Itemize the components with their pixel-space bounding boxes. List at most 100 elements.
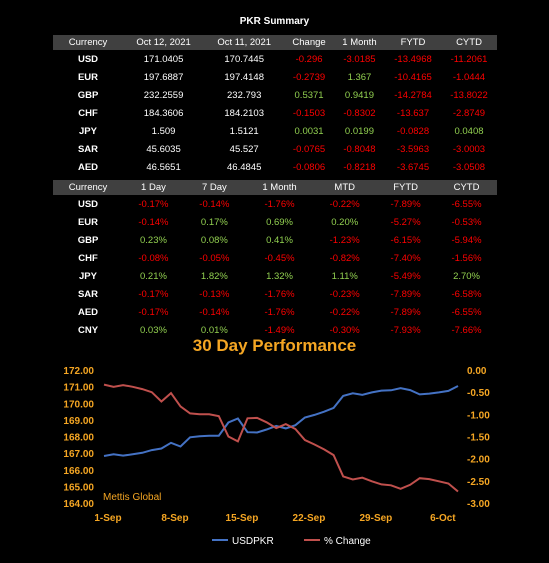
value-cell: -1.76% <box>264 288 295 300</box>
column-header: Currency <box>53 35 123 50</box>
value-cell: -3.5963 <box>396 143 430 155</box>
value-cell: -3.0003 <box>452 143 486 155</box>
value-cell: -0.14% <box>199 198 230 210</box>
table-header-row: Currency Oct 12, 2021 Oct 11, 2021 Change 1 … <box>53 35 497 50</box>
table-row: CHF 184.3606 184.2103 -0.1503 -0.8302 -13.637… <box>53 104 497 122</box>
value-cell: 2.70% <box>453 270 480 282</box>
value-cell: -1.23% <box>329 234 360 246</box>
value-cell: -0.14% <box>199 306 230 318</box>
currency-cell: AED <box>77 306 99 318</box>
value-cell: -0.08% <box>138 252 169 264</box>
table-row: GBP 232.2559 232.793 0.5371 0.9419 -14.2784 -1… <box>53 86 497 104</box>
table-row: USD 171.0405 170.7445 -0.296 -3.0185 -13.4968… <box>53 50 497 68</box>
value-cell: -0.17% <box>138 306 169 318</box>
value-cell: -1.0444 <box>452 71 486 83</box>
column-header: 1 Month <box>244 180 315 195</box>
value-cell: -13.637 <box>396 107 430 119</box>
column-header: Oct 11, 2021 <box>204 35 285 50</box>
column-header: CYTD <box>436 180 497 195</box>
table-row: SAR 45.6035 45.527 -0.0765 -0.8048 -3.5963 -3.… <box>53 140 497 158</box>
value-cell: -0.0828 <box>396 125 430 137</box>
currency-cell: SAR <box>77 143 99 155</box>
value-cell: 45.6035 <box>146 143 181 155</box>
value-cell: -0.45% <box>264 252 295 264</box>
value-cell: 0.20% <box>331 216 359 228</box>
value-cell: -3.0185 <box>343 53 376 65</box>
y-right-tick-label: -2.50 <box>467 477 490 488</box>
value-cell: -6.58% <box>451 288 482 300</box>
value-cell: -0.17% <box>138 288 169 300</box>
currency-cell: EUR <box>77 216 99 228</box>
value-cell: -0.8302 <box>343 107 376 119</box>
legend-label: USDPKR <box>232 536 274 547</box>
x-tick-label: 8-Sep <box>161 513 188 524</box>
value-cell: 184.2103 <box>224 107 264 119</box>
y-right-tick-label: -2.00 <box>467 455 490 466</box>
value-cell: 46.5651 <box>146 161 181 173</box>
value-cell: -0.17% <box>138 198 169 210</box>
value-cell: -7.66% <box>451 324 482 336</box>
value-cell: 197.6887 <box>143 71 184 83</box>
value-cell: -7.40% <box>390 252 421 264</box>
value-cell: 232.2559 <box>143 89 184 101</box>
column-header: Currency <box>53 180 123 195</box>
value-cell: 0.0408 <box>454 125 484 137</box>
column-header: 1 Day <box>123 180 184 195</box>
y-right-tick-label: 0.00 <box>467 366 487 377</box>
pct-change-line <box>103 383 459 493</box>
value-cell: 1.82% <box>200 270 228 282</box>
value-cell: -0.82% <box>329 252 360 264</box>
value-cell: 1.5121 <box>229 125 259 137</box>
value-cell: 184.3606 <box>143 107 184 119</box>
table-row: GBP 0.23% 0.08% 0.41% -1.23% -6.15% -5.94% <box>53 231 497 249</box>
currency-cell: USD <box>77 198 99 210</box>
y-left-tick-label: 169.00 <box>63 416 94 427</box>
value-cell: 1.11% <box>331 270 358 282</box>
value-cell: -13.4968 <box>394 53 432 65</box>
column-header: FYTD <box>375 180 437 195</box>
value-cell: -0.22% <box>329 306 360 318</box>
value-cell: 171.0405 <box>143 53 184 65</box>
value-cell: 232.793 <box>227 89 262 101</box>
table-row: JPY 1.509 1.5121 0.0031 0.0199 -0.0828 0.0408 <box>53 122 497 140</box>
legend-label: % Change <box>324 536 371 547</box>
value-cell: 0.0199 <box>344 125 374 137</box>
column-header: CYTD <box>441 35 497 50</box>
value-cell: -13.8022 <box>450 89 488 101</box>
column-header: FYTD <box>385 35 441 50</box>
value-cell: -2.8749 <box>452 107 486 119</box>
value-cell: -6.55% <box>451 306 482 318</box>
value-cell: 1.367 <box>347 71 372 83</box>
value-cell: 1.509 <box>151 125 176 137</box>
value-cell: -1.56% <box>451 252 482 264</box>
y-left-tick-label: 164.00 <box>63 499 94 510</box>
value-cell: -6.15% <box>390 234 421 246</box>
table-row: AED 46.5651 46.4845 -0.0806 -0.8218 -3.6745 -3… <box>53 158 497 176</box>
currency-cell: CHF <box>78 252 98 264</box>
currency-cell: GBP <box>77 234 99 246</box>
value-cell: -5.94% <box>451 234 482 246</box>
y-left-tick-label: 167.00 <box>63 449 94 460</box>
x-tick-label: 1-Sep <box>94 513 121 524</box>
column-header: MTD <box>314 180 376 195</box>
table-row: CNY 0.03% 0.01% -1.49% -0.30% -7.93% -7.66% <box>53 321 497 339</box>
y-left-tick-label: 170.00 <box>63 399 94 410</box>
currency-cell: GBP <box>77 89 99 101</box>
y-right-tick-label: -3.00 <box>467 499 490 510</box>
pkr-rates-table: Currency Oct 12, 2021 Oct 11, 2021 Change 1 … <box>53 35 497 194</box>
chart-title: 30 Day Performance <box>192 336 357 355</box>
y-right-tick-label: -0.50 <box>467 388 490 399</box>
value-cell: -10.4165 <box>394 71 432 83</box>
currency-cell: JPY <box>79 125 97 137</box>
value-cell: -7.89% <box>390 306 421 318</box>
value-cell: 170.7445 <box>224 53 264 65</box>
table-row: SAR -0.17% -0.13% -1.76% -0.23% -7.89% -6.58% <box>53 285 497 303</box>
value-cell: 45.527 <box>229 143 259 155</box>
column-header: Change <box>284 35 334 50</box>
table-row: EUR 197.6887 197.4148 -0.2739 1.367 -10.4165 -… <box>53 68 497 86</box>
pkr-change-table: Currency 1 Day 7 Day 1 Month MTD FYTD CYTD USD… <box>53 180 497 339</box>
value-cell: 0.03% <box>139 324 167 336</box>
table-row: JPY 0.21% 1.82% 1.32% 1.11% -5.49% 2.70% <box>53 267 497 285</box>
table-row: CHF -0.08% -0.05% -0.45% -0.82% -7.40% -1.56% <box>53 249 497 267</box>
